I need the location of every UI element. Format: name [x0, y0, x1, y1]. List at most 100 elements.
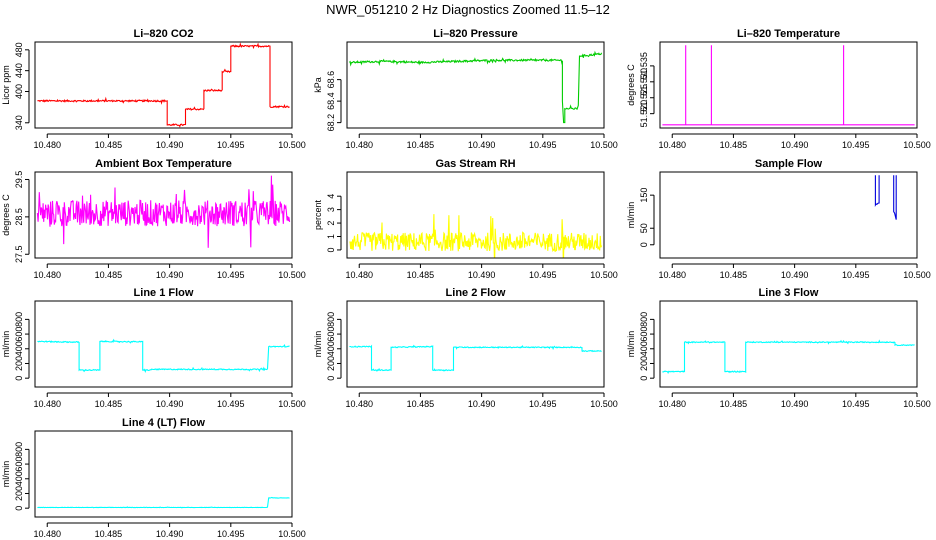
x-tick-label: 10.480	[345, 270, 373, 280]
panel-p7: Line 1 Flow 10.480 10.485 10.490 10.495 10.50…	[1, 287, 306, 409]
y-tick-label: 51.520	[639, 100, 649, 128]
y-tick-label: 480	[14, 42, 24, 57]
plot-frame	[659, 41, 918, 129]
plot-frame	[34, 430, 293, 518]
x-tick-label: 10.490	[781, 399, 809, 409]
x-tick-label: 10.480	[658, 140, 686, 150]
y-tick-label: 600	[326, 327, 336, 342]
x-tick-label: 10.490	[468, 270, 496, 280]
y-tick-label: 50	[639, 223, 649, 233]
x-tick-label: 10.485	[407, 140, 435, 150]
y-axis-label: ml/min	[1, 461, 11, 488]
x-tick-label: 10.500	[903, 270, 931, 280]
x-tick-label: 10.495	[217, 140, 245, 150]
x-tick-label: 10.500	[590, 140, 618, 150]
y-tick-label: 400	[14, 84, 24, 99]
y-tick-label: 800	[639, 312, 649, 327]
y-tick-label: 4	[326, 194, 336, 199]
x-tick-label: 10.495	[217, 529, 245, 539]
y-axis-label: ml/min	[1, 331, 11, 358]
y-tick-label: 0	[639, 242, 649, 247]
series-line-1	[349, 214, 603, 258]
y-axis-label: kPa	[313, 77, 323, 93]
y-tick-label: 2	[326, 221, 336, 226]
y-tick-label: 200	[326, 356, 336, 371]
x-tick-label: 10.500	[278, 529, 306, 539]
x-tick-label: 10.480	[658, 270, 686, 280]
panel-title: Line 3 Flow	[759, 287, 819, 299]
y-tick-label: 0	[639, 376, 649, 381]
x-tick-label: 10.500	[278, 399, 306, 409]
panel-p3: Li–820 Temperature 10.480 10.485 10.490 10.4…	[626, 28, 931, 150]
x-tick-label: 10.495	[529, 270, 557, 280]
y-tick-label: 400	[326, 341, 336, 356]
plot-frame	[659, 300, 918, 388]
x-tick-label: 10.480	[33, 529, 61, 539]
x-tick-label: 10.485	[720, 140, 748, 150]
x-tick-label: 10.480	[33, 270, 61, 280]
panel-p9: Line 3 Flow 10.480 10.485 10.490 10.495 10.50…	[626, 287, 931, 409]
panel-title: Line 2 Flow	[446, 287, 506, 299]
plot-frame	[34, 41, 293, 129]
series-line-1	[662, 339, 915, 375]
y-axis-label: degrees C	[626, 64, 636, 106]
x-tick-label: 10.490	[156, 270, 184, 280]
series-group	[662, 339, 915, 375]
panel-p6: Sample Flow 10.480 10.485 10.490 10.495 10.50…	[626, 158, 931, 280]
y-tick-label: 68.4	[326, 92, 336, 110]
panel-title: Li–820 CO2	[134, 28, 194, 40]
x-tick-label: 10.485	[95, 140, 123, 150]
series-group	[349, 50, 603, 124]
y-axis-label: Licor ppm	[1, 65, 11, 105]
x-tick-label: 10.500	[590, 399, 618, 409]
panel-p8: Line 2 Flow 10.480 10.485 10.490 10.495 10.50…	[313, 287, 618, 409]
y-tick-label: 51.525	[639, 84, 649, 112]
series-line-1	[36, 175, 291, 248]
y-axis-label: percent	[313, 199, 323, 230]
y-tick-label: 28.5	[14, 208, 24, 226]
x-tick-label: 10.495	[842, 399, 870, 409]
x-tick-label: 10.485	[95, 270, 123, 280]
y-tick-label: 800	[14, 312, 24, 327]
series-line-1	[37, 338, 290, 374]
y-axis-label: ml/min	[626, 331, 636, 358]
panel-p10: Line 4 (LT) Flow 10.480 10.485 10.490 10.495…	[1, 417, 306, 539]
y-tick-label: 68.2	[326, 114, 336, 132]
y-tick-label: 27.5	[14, 245, 24, 263]
y-tick-label: 150	[639, 188, 649, 203]
y-axis-label: degrees C	[1, 194, 11, 236]
y-tick-label: 200	[14, 486, 24, 501]
x-tick-label: 10.495	[217, 399, 245, 409]
panel-p1: Li–820 CO2 10.480 10.485 10.490 10.495 10.500…	[1, 28, 306, 150]
y-axis-label: ml/min	[313, 331, 323, 358]
series-group	[874, 175, 897, 220]
y-tick-label: 68.6	[326, 71, 336, 89]
panel-p4: Ambient Box Temperature 10.480 10.485 10.49…	[1, 158, 306, 280]
y-tick-label: 29.5	[14, 171, 24, 189]
panels: Li–820 CO2 10.480 10.485 10.490 10.495 10.500…	[1, 28, 931, 539]
x-tick-label: 10.485	[95, 529, 123, 539]
y-tick-label: 200	[639, 356, 649, 371]
panel-title: Gas Stream RH	[435, 158, 515, 170]
y-tick-label: 400	[14, 471, 24, 486]
plot-frame	[346, 41, 605, 129]
plot-frame	[34, 300, 293, 388]
y-tick-label: 440	[14, 63, 24, 78]
x-tick-label: 10.480	[658, 399, 686, 409]
series-line-1	[874, 175, 880, 207]
panel-title: Sample Flow	[755, 158, 823, 170]
x-tick-label: 10.500	[903, 140, 931, 150]
y-tick-label: 600	[14, 457, 24, 472]
series-group	[349, 214, 603, 258]
plot-frame	[659, 171, 918, 259]
series-group	[37, 496, 290, 509]
x-tick-label: 10.500	[278, 270, 306, 280]
x-tick-label: 10.490	[781, 270, 809, 280]
y-tick-label: 800	[14, 442, 24, 457]
y-tick-label: 51.530	[639, 68, 649, 96]
series-line-1	[349, 344, 602, 372]
y-tick-label: 600	[639, 327, 649, 342]
plot-frame	[346, 300, 605, 388]
panel-title: Ambient Box Temperature	[95, 158, 232, 170]
